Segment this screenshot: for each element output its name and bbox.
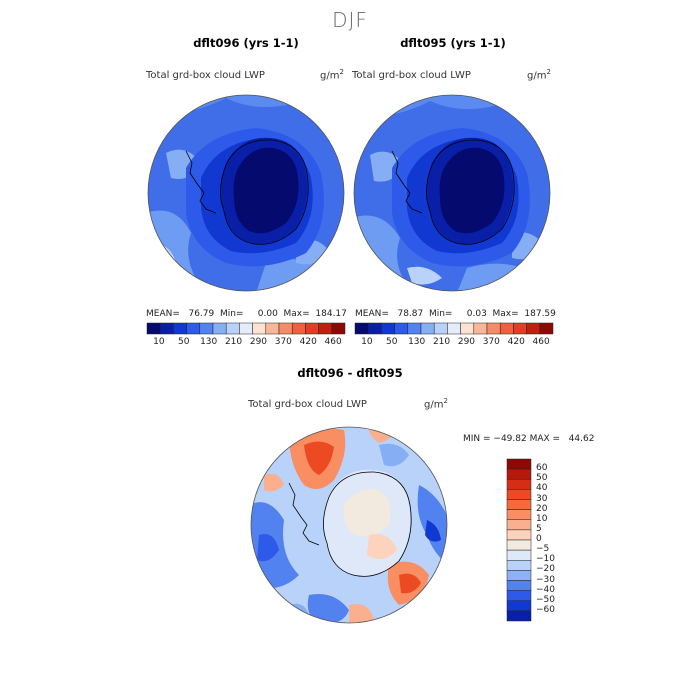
panel3-map	[250, 426, 448, 624]
colorbar-swatch	[381, 322, 395, 335]
colorbar-tick-label: 420	[299, 337, 317, 347]
colorbar-tick-label: 20	[536, 503, 548, 514]
colorbar-tick-label: 290	[457, 337, 476, 347]
colorbar-tick-label: 10	[153, 337, 165, 347]
colorbar-swatch	[526, 322, 541, 335]
colorbar-tick-label: 370	[274, 337, 292, 347]
colorbar-swatch	[506, 509, 532, 520]
colorbar-swatch	[506, 519, 532, 531]
colorbar-swatch	[199, 322, 214, 335]
season-title: DJF	[332, 8, 368, 32]
colorbar-swatch	[186, 322, 201, 335]
colorbar-swatch	[159, 322, 174, 335]
colorbar-swatch	[506, 458, 532, 470]
panel2-stats: MEAN= 78.87 Min= 0.03 Max= 187.59	[355, 309, 556, 319]
colorbar-tick-label: −5	[536, 544, 550, 555]
colorbar-tick-label: −60	[536, 604, 555, 615]
colorbar-swatch	[291, 322, 306, 335]
panel2-units: g/m2	[527, 68, 551, 82]
colorbar-tick-label: 50	[536, 473, 548, 484]
colorbar-swatch	[318, 322, 333, 335]
panel3-units: g/m2	[424, 397, 448, 411]
panel2-variable: Total grd-box cloud LWP	[352, 70, 471, 81]
colorbar-swatch	[407, 322, 422, 335]
colorbar-swatch	[506, 539, 532, 551]
colorbar-swatch	[506, 590, 532, 601]
colorbar-swatch	[278, 322, 293, 335]
colorbar-swatch	[499, 322, 514, 335]
colorbar-swatch	[225, 322, 240, 335]
panel1-units: g/m2	[320, 68, 344, 82]
colorbar-tick-label: 460	[532, 337, 550, 347]
colorbar-tick-label: 10	[361, 337, 373, 347]
panel3-stats: MIN = −49.82 MAX = 44.62	[463, 434, 595, 444]
colorbar-swatch	[447, 322, 461, 335]
colorbar-tick-label: 130	[200, 337, 218, 347]
colorbar-swatch	[506, 549, 532, 561]
colorbar-swatch	[506, 468, 532, 480]
colorbar-tick-label: 50	[178, 337, 190, 347]
colorbar-tick-label: 60	[536, 463, 548, 474]
colorbar-tick-label: −50	[536, 594, 555, 605]
colorbar-swatch	[212, 322, 227, 335]
colorbar-swatch	[506, 560, 532, 571]
colorbar-swatch	[265, 322, 280, 335]
panel3-variable: Total grd-box cloud LWP	[248, 399, 367, 410]
colorbar-tick-label: 420	[507, 337, 525, 347]
panel2-colorbar-labels: 10 50 130 210 290 370 420 460	[355, 337, 553, 349]
colorbar-swatch	[539, 322, 554, 335]
colorbar-swatch	[506, 570, 532, 581]
colorbar-tick-label: 130	[408, 337, 426, 347]
colorbar-swatch	[420, 322, 435, 335]
colorbar-swatch	[354, 322, 369, 335]
colorbar-swatch	[173, 322, 187, 335]
panel2-map	[353, 94, 551, 292]
colorbar-tick-label: 10	[536, 513, 548, 524]
colorbar-swatch	[486, 322, 501, 335]
colorbar-swatch	[367, 322, 382, 335]
colorbar-tick-label: 370	[482, 337, 500, 347]
colorbar-tick-label: 210	[224, 337, 243, 347]
colorbar-swatch	[331, 322, 346, 335]
colorbar-swatch	[506, 499, 532, 510]
panel1-title: dflt096 (yrs 1-1)	[193, 36, 299, 50]
colorbar-swatch	[239, 322, 253, 335]
colorbar-tick-label: 40	[536, 483, 548, 494]
colorbar-swatch	[305, 322, 319, 335]
colorbar-swatch	[506, 600, 532, 612]
panel1-map	[147, 94, 345, 292]
colorbar-swatch	[146, 322, 161, 335]
colorbar-swatch	[506, 479, 532, 490]
colorbar-swatch	[506, 529, 532, 541]
colorbar-tick-label: 5	[536, 523, 542, 534]
panel1-colorbar-labels: 10 50 130 210 290 370 420 460	[147, 337, 345, 349]
panel1-stats: MEAN= 76.79 Min= 0.00 Max= 184.17	[146, 309, 347, 319]
colorbar-tick-label: 210	[432, 337, 451, 347]
colorbar-swatch	[394, 322, 409, 335]
colorbar-tick-label: 290	[249, 337, 268, 347]
colorbar-tick-label: 30	[536, 493, 548, 504]
colorbar-tick-label: −20	[536, 564, 555, 575]
colorbar-swatch	[433, 322, 448, 335]
colorbar-tick-label: −30	[536, 574, 555, 585]
colorbar-swatch	[506, 489, 532, 500]
panel2-colorbar	[354, 322, 554, 335]
colorbar-swatch	[513, 322, 527, 335]
colorbar-swatch	[506, 580, 532, 591]
colorbar-tick-label: 0	[536, 534, 542, 544]
colorbar-tick-label: −10	[536, 554, 555, 565]
colorbar-swatch	[460, 322, 475, 335]
colorbar-swatch	[473, 322, 488, 335]
colorbar-swatch	[506, 610, 532, 622]
panel2-title: dflt095 (yrs 1-1)	[400, 36, 506, 50]
panel3-colorbar	[506, 458, 532, 622]
panel3-colorbar-labels: 60 50 40 30 20 10 5 0 −5 −10 −20 −30 −40 −50 −60	[536, 459, 576, 621]
panel3-title: dflt096 - dflt095	[297, 366, 403, 380]
colorbar-swatch	[252, 322, 267, 335]
colorbar-tick-label: 50	[386, 337, 398, 347]
panel1-variable: Total grd-box cloud LWP	[146, 70, 265, 81]
panel1-colorbar	[146, 322, 346, 335]
colorbar-tick-label: −40	[536, 584, 555, 595]
colorbar-tick-label: 460	[324, 337, 342, 347]
